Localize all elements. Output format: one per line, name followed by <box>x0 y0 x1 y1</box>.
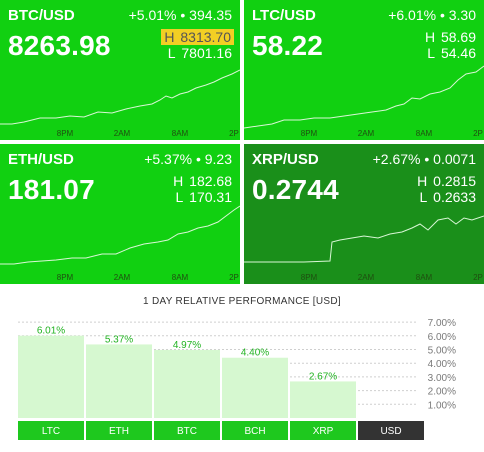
bar-xrp <box>290 381 356 418</box>
change-label: +6.01% • 3.30 <box>388 7 476 23</box>
bar-value-label: 5.37% <box>105 334 133 345</box>
category-button-usd[interactable] <box>358 421 424 440</box>
price-sparkline: 8PM 2AM 8AM 2P <box>0 205 240 282</box>
low-value: L 170.31 <box>175 189 232 205</box>
price-value: 58.22 <box>252 30 324 61</box>
pair-label: XRP/USD <box>252 151 319 168</box>
btc-usd-tile[interactable]: 8PM 2AM 8AM 2P BTC/USD +5.01% • 394.35 8263… <box>0 0 240 140</box>
category-label: BCH <box>244 426 265 437</box>
change-label: +5.01% • 394.35 <box>128 7 232 23</box>
low-number: 0.2633 <box>433 189 476 205</box>
time-axis-label: 2P <box>473 129 483 138</box>
price-line <box>0 205 240 265</box>
pair-label: BTC/USD <box>8 7 75 24</box>
y-tick-label: 6.00% <box>428 332 456 343</box>
category-button-bch[interactable] <box>222 421 288 440</box>
price-sparkline: 8PM 2AM 8AM 2P <box>244 65 484 138</box>
high-number: 182.68 <box>189 173 232 189</box>
change-label: +2.67% • 0.0071 <box>372 151 476 167</box>
time-axis-label: 8PM <box>301 273 318 282</box>
low-number: 170.31 <box>189 189 232 205</box>
high-key: H <box>173 173 184 189</box>
time-axis-label: 2P <box>229 273 239 282</box>
high-key: H <box>417 173 428 189</box>
bar-value-label: 4.97% <box>173 340 201 351</box>
high-key: H <box>164 29 175 45</box>
xrp-usd-tile[interactable]: 8PM 2AM 8AM 2P XRP/USD +2.67% • 0.0071 0.27… <box>244 144 484 284</box>
low-value: L 7801.16 <box>168 45 232 61</box>
time-axis-label: 2AM <box>114 129 131 138</box>
y-tick-label: 3.00% <box>428 373 456 384</box>
pair-label: ETH/USD <box>8 151 74 168</box>
high-number: 8313.70 <box>180 29 231 45</box>
high-value: H 0.2815 <box>417 173 476 189</box>
price-sparkline: 8PM 2AM 8AM 2P <box>244 215 484 282</box>
time-axis-label: 8AM <box>416 129 433 138</box>
performance-title: 1 DAY RELATIVE PERFORMANCE [USD] <box>143 296 341 307</box>
high-number: 0.2815 <box>433 173 476 189</box>
low-key: L <box>427 45 436 61</box>
time-axis-label: 8AM <box>172 273 189 282</box>
time-axis-label: 2P <box>473 273 483 282</box>
pair-label: LTC/USD <box>252 7 316 24</box>
y-tick-label: 5.00% <box>428 346 456 357</box>
time-axis-label: 8AM <box>416 273 433 282</box>
category-button-ltc[interactable] <box>18 421 84 440</box>
relative-performance-chart: 1.00% 2.00% 3.00% 4.00% 5.00% 6.00% 7.00% 6.01%… <box>18 318 456 440</box>
category-button-eth[interactable] <box>86 421 152 440</box>
eth-usd-tile[interactable]: 8PM 2AM 8AM 2P ETH/USD +5.37% • 9.23 181.07… <box>0 144 240 284</box>
time-axis-label: 2AM <box>358 273 375 282</box>
price-line <box>244 215 484 263</box>
low-key: L <box>167 45 176 61</box>
low-value: L 54.46 <box>427 45 476 61</box>
price-value: 0.2744 <box>252 174 339 205</box>
bar-value-label: 4.40% <box>241 348 269 359</box>
category-button-xrp[interactable] <box>290 421 356 440</box>
y-tick-label: 2.00% <box>428 387 456 398</box>
high-value: H 58.69 <box>425 29 476 45</box>
y-tick-label: 7.00% <box>428 318 456 329</box>
y-tick-label: 1.00% <box>428 400 456 411</box>
price-value: 181.07 <box>8 174 95 205</box>
price-sparkline: 8PM 2AM 8AM 2P <box>0 69 240 138</box>
time-axis-label: 8PM <box>301 129 318 138</box>
category-label: BTC <box>177 426 197 437</box>
high-value: H 182.68 <box>173 173 232 189</box>
high-key: H <box>424 29 436 45</box>
bar-value-label: 6.01% <box>37 326 65 337</box>
bar-btc <box>154 349 220 418</box>
price-value: 8263.98 <box>8 30 111 61</box>
high-value: H 8313.70 <box>161 29 234 45</box>
time-axis-label: 2P <box>229 129 239 138</box>
bar-eth <box>86 344 152 418</box>
time-axis-label: 8PM <box>57 273 74 282</box>
time-axis-label: 8PM <box>57 129 74 138</box>
ltc-usd-tile[interactable]: 8PM 2AM 8AM 2P LTC/USD +6.01% • 3.30 58.22 … <box>244 0 484 140</box>
low-key: L <box>175 189 184 205</box>
bar-ltc <box>18 335 84 418</box>
time-axis-label: 2AM <box>358 129 375 138</box>
low-number: 7801.16 <box>181 45 232 61</box>
category-label: USD <box>380 426 401 437</box>
high-number: 58.69 <box>440 29 476 45</box>
low-number: 54.46 <box>440 45 476 61</box>
category-label: ETH <box>109 426 129 437</box>
category-button-btc[interactable] <box>154 421 220 440</box>
y-tick-label: 4.00% <box>428 359 456 370</box>
time-axis-label: 2AM <box>114 273 131 282</box>
price-line <box>244 65 484 129</box>
low-key: L <box>419 189 428 205</box>
bar-value-label: 2.67% <box>309 371 337 382</box>
bar-bch <box>222 357 288 418</box>
time-axis-label: 8AM <box>172 129 189 138</box>
low-value: L 0.2633 <box>419 189 476 205</box>
change-label: +5.37% • 9.23 <box>144 151 232 167</box>
category-label: LTC <box>42 426 60 437</box>
category-label: XRP <box>313 426 334 437</box>
price-line <box>0 69 240 125</box>
